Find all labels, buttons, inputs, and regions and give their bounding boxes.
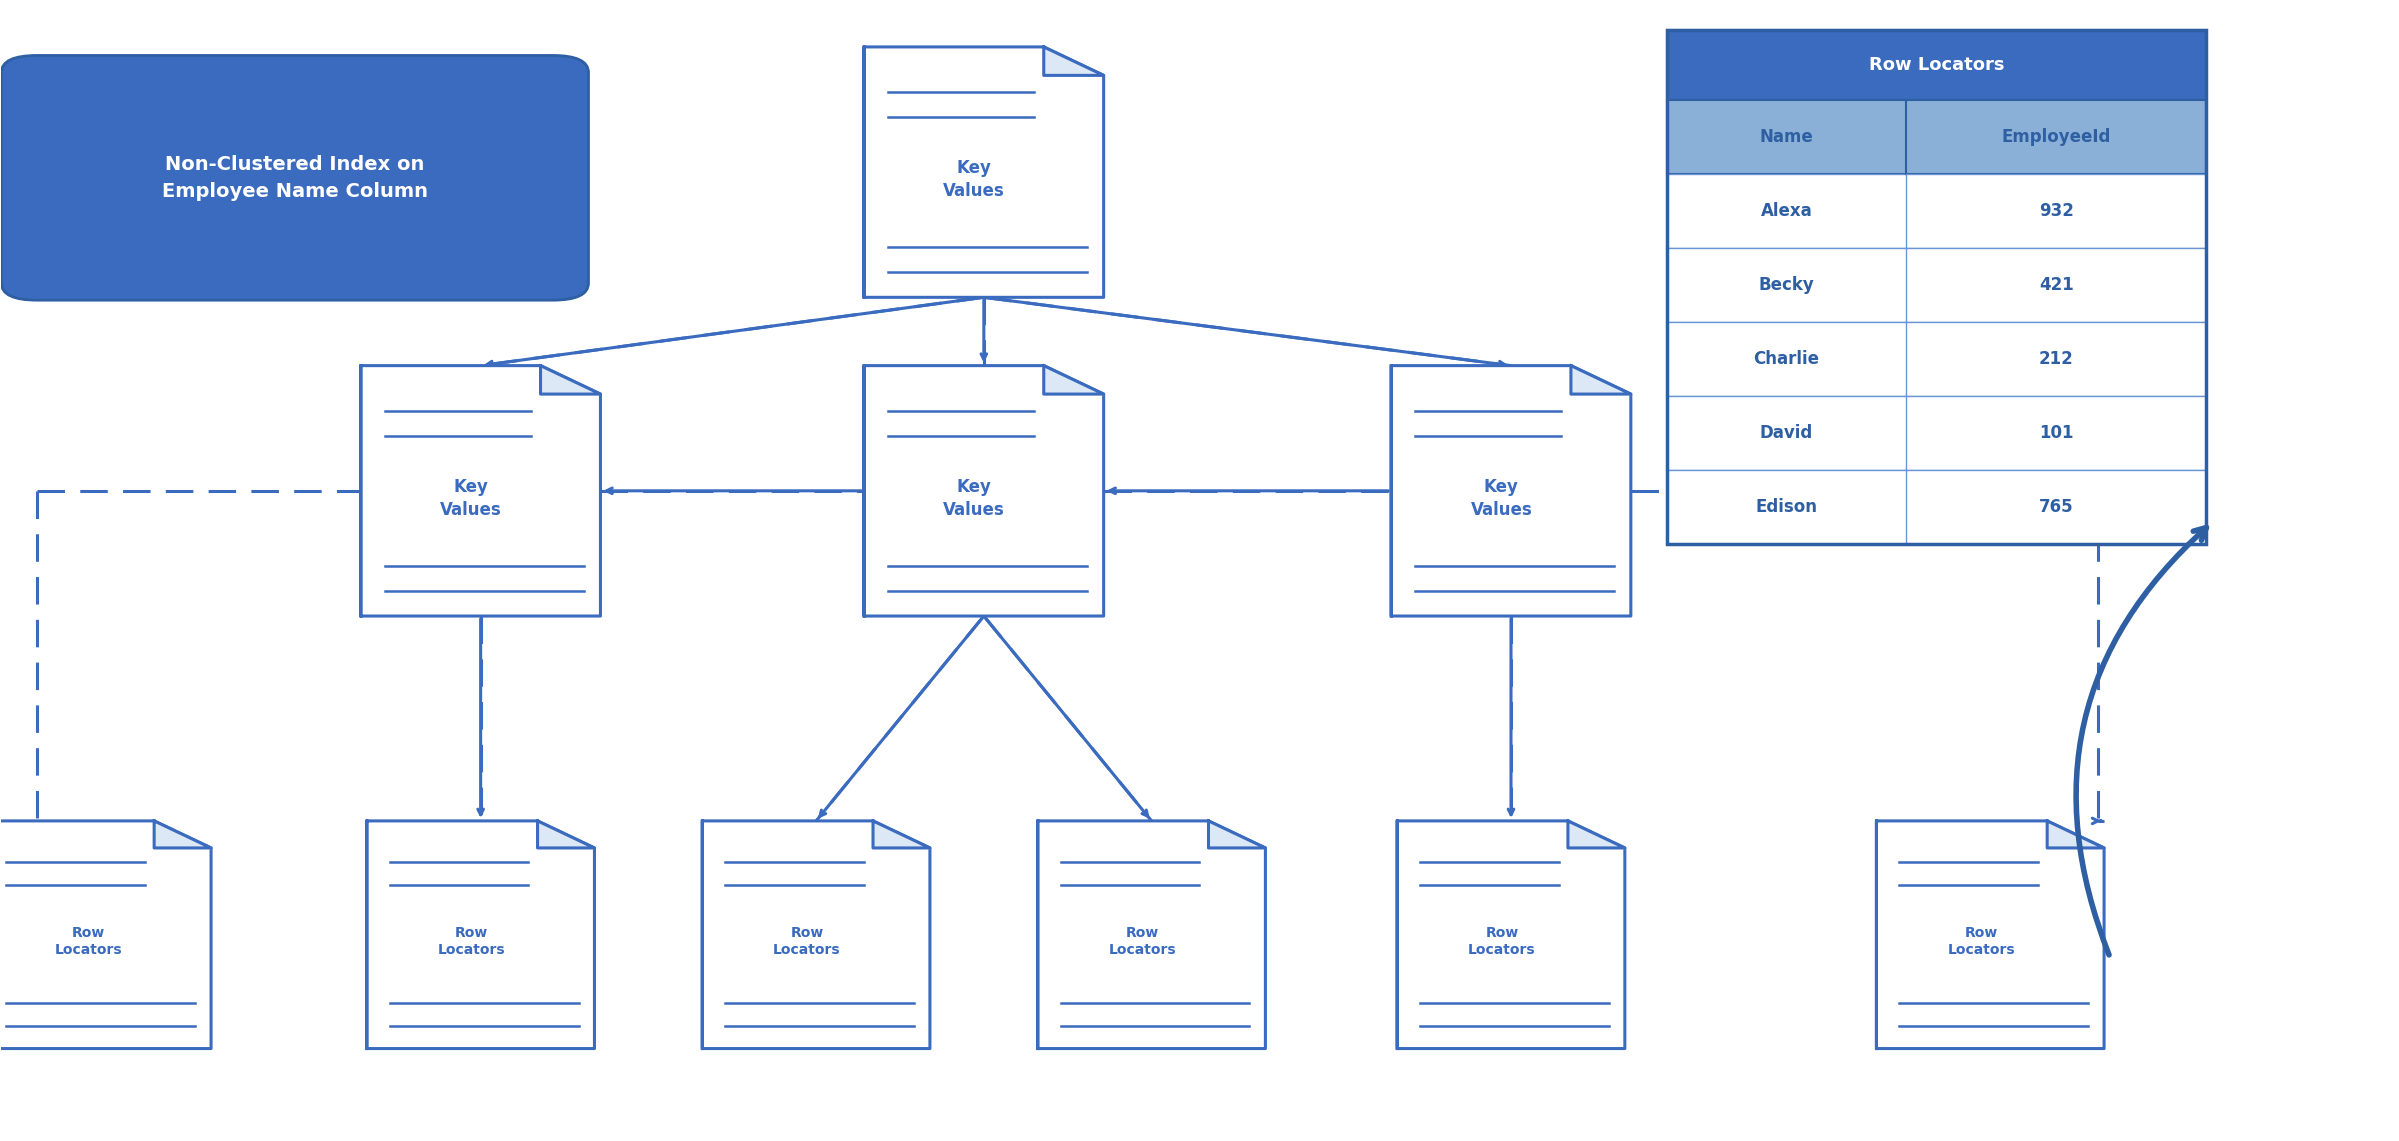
FancyBboxPatch shape [1667, 396, 2207, 470]
Polygon shape [537, 820, 595, 848]
Text: Row
Locators: Row Locators [772, 925, 840, 957]
Text: Row
Locators: Row Locators [1468, 925, 1535, 957]
Text: Row Locators: Row Locators [1869, 56, 2003, 74]
FancyBboxPatch shape [1667, 323, 2207, 396]
Text: 101: 101 [2039, 424, 2073, 443]
Polygon shape [1876, 820, 2104, 1049]
Text: Edison: Edison [1756, 499, 1818, 517]
Polygon shape [0, 820, 211, 1049]
Polygon shape [360, 365, 600, 616]
Polygon shape [873, 820, 931, 848]
Polygon shape [703, 820, 931, 1049]
Text: Non-Clustered Index on
Employee Name Column: Non-Clustered Index on Employee Name Col… [161, 155, 427, 201]
Polygon shape [864, 47, 1104, 298]
FancyBboxPatch shape [1667, 100, 2207, 175]
Text: Key
Values: Key Values [439, 478, 501, 519]
Text: Row
Locators: Row Locators [1948, 925, 2015, 957]
Text: EmployeeId: EmployeeId [2001, 129, 2111, 146]
FancyBboxPatch shape [1667, 175, 2207, 249]
Polygon shape [1569, 820, 1624, 848]
Text: Becky: Becky [1758, 276, 1814, 294]
Text: Key
Values: Key Values [943, 160, 1005, 200]
Polygon shape [540, 365, 600, 394]
FancyArrowPatch shape [2075, 527, 2207, 955]
Text: David: David [1761, 424, 1814, 443]
FancyBboxPatch shape [1667, 470, 2207, 544]
Text: Key
Values: Key Values [943, 478, 1005, 519]
Polygon shape [1044, 365, 1104, 394]
Text: Name: Name [1761, 129, 1814, 146]
Text: Row
Locators: Row Locators [1108, 925, 1176, 957]
Polygon shape [1571, 365, 1631, 394]
Polygon shape [864, 365, 1104, 616]
Text: Row
Locators: Row Locators [437, 925, 506, 957]
FancyBboxPatch shape [1667, 249, 2207, 323]
Polygon shape [154, 820, 211, 848]
Polygon shape [1039, 820, 1264, 1049]
Polygon shape [1396, 820, 1624, 1049]
Polygon shape [1044, 47, 1104, 75]
Polygon shape [1209, 820, 1264, 848]
Text: 421: 421 [2039, 276, 2073, 294]
Text: Key
Values: Key Values [1471, 478, 1533, 519]
Polygon shape [2046, 820, 2104, 848]
Text: 212: 212 [2039, 350, 2073, 369]
FancyBboxPatch shape [2, 56, 588, 300]
Text: 932: 932 [2039, 202, 2073, 220]
Text: Charlie: Charlie [1754, 350, 1818, 369]
FancyBboxPatch shape [1667, 30, 2207, 100]
Polygon shape [1391, 365, 1631, 616]
Text: 765: 765 [2039, 499, 2073, 517]
Text: Row
Locators: Row Locators [55, 925, 122, 957]
Polygon shape [367, 820, 595, 1049]
Text: Alexa: Alexa [1761, 202, 1814, 220]
